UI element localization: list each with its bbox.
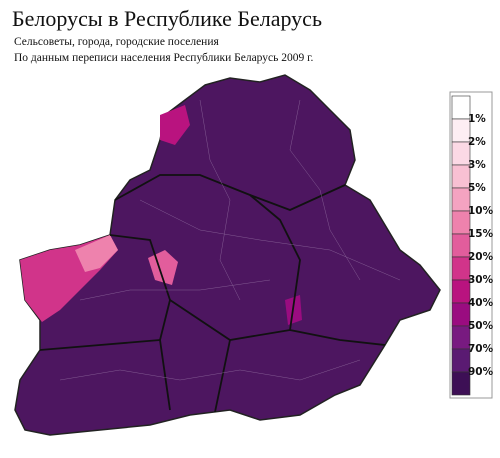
region-highlight [75,235,118,272]
map [14,74,441,436]
region-highlight [160,105,190,145]
legend-label: 50% [468,320,494,332]
legend-label: 3% [468,159,486,171]
legend-label: 2% [468,136,486,148]
legend-swatch [451,371,471,396]
region-borders [39,174,386,413]
legend-label: 70% [468,343,494,355]
legend-label: 5% [468,182,486,194]
title: Белорусы в Республике Беларусь [12,6,322,31]
legend-label: 10% [468,205,494,217]
legend-label: 30% [468,274,494,286]
legend-label: 15% [468,228,494,240]
district-borders [59,99,401,381]
subtitle: По данным переписи населения Республики … [14,52,314,64]
legend-label: 40% [468,297,494,309]
legend-label: 20% [468,251,494,263]
legend-label: 90% [468,366,494,378]
legend: 1% 2% 3% 5% 10% 15% 20% 30% 40% 50% 70% 90% [451,95,494,396]
subtitle: Сельсоветы, города, городские поселения [14,36,219,48]
legend-label: 1% [468,113,486,125]
